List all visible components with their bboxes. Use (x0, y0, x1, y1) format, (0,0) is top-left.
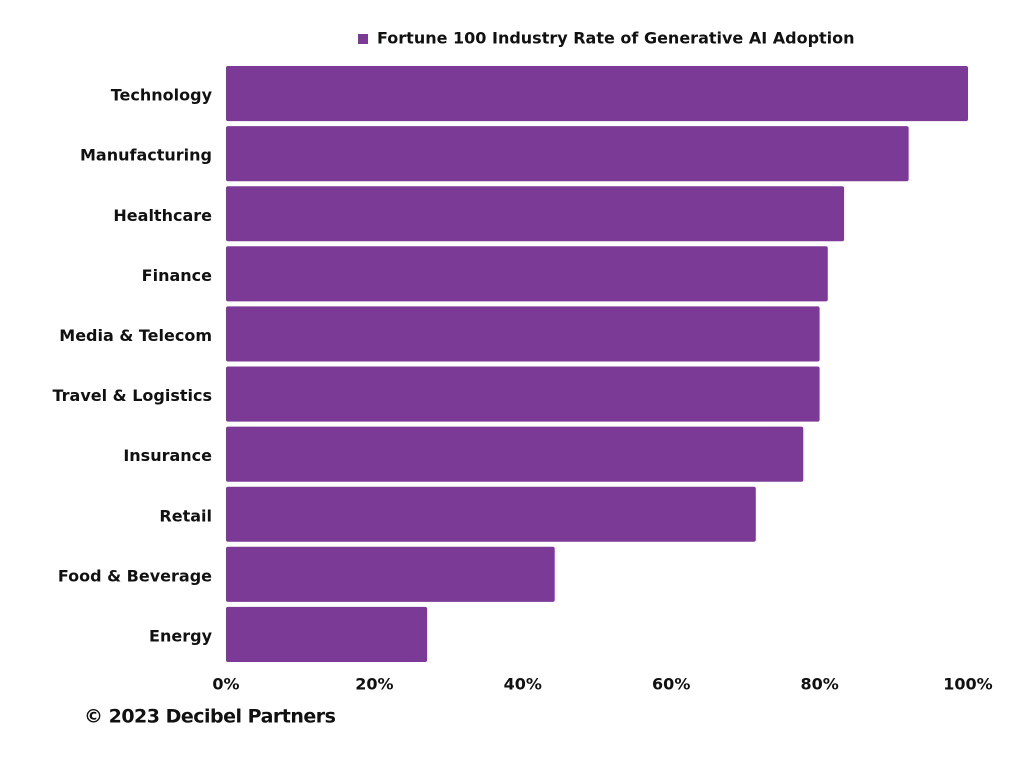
y-tick-label: Travel & Logistics (53, 386, 213, 405)
y-tick-label: Energy (149, 626, 213, 645)
legend-swatch (358, 34, 368, 44)
bar (226, 486, 756, 542)
y-tick-label: Manufacturing (80, 146, 212, 165)
bar (226, 366, 820, 422)
bar (226, 66, 968, 122)
bar (226, 606, 428, 662)
bar (226, 306, 820, 362)
footer: © 2023 Decibel Partners (84, 706, 336, 728)
x-tick-label: 100% (943, 675, 992, 694)
y-tick-label: Retail (159, 506, 212, 525)
x-tick-label: 20% (355, 675, 393, 694)
bar (226, 126, 909, 182)
bar (226, 246, 828, 302)
y-tick-label: Food & Beverage (58, 566, 212, 585)
bar (226, 186, 845, 242)
y-tick-label: Technology (111, 86, 213, 105)
y-tick-label: Insurance (123, 446, 212, 465)
legend-label: Fortune 100 Industry Rate of Generative … (377, 29, 855, 48)
x-tick-label: 0% (212, 675, 239, 694)
y-tick-label: Media & Telecom (59, 326, 212, 345)
x-tick-label: 40% (504, 675, 542, 694)
x-tick-label: 80% (800, 675, 838, 694)
y-tick-label: Healthcare (113, 206, 212, 225)
x-tick-label: 60% (652, 675, 690, 694)
bar (226, 426, 804, 482)
bar (226, 546, 555, 602)
y-tick-label: Finance (142, 266, 212, 285)
